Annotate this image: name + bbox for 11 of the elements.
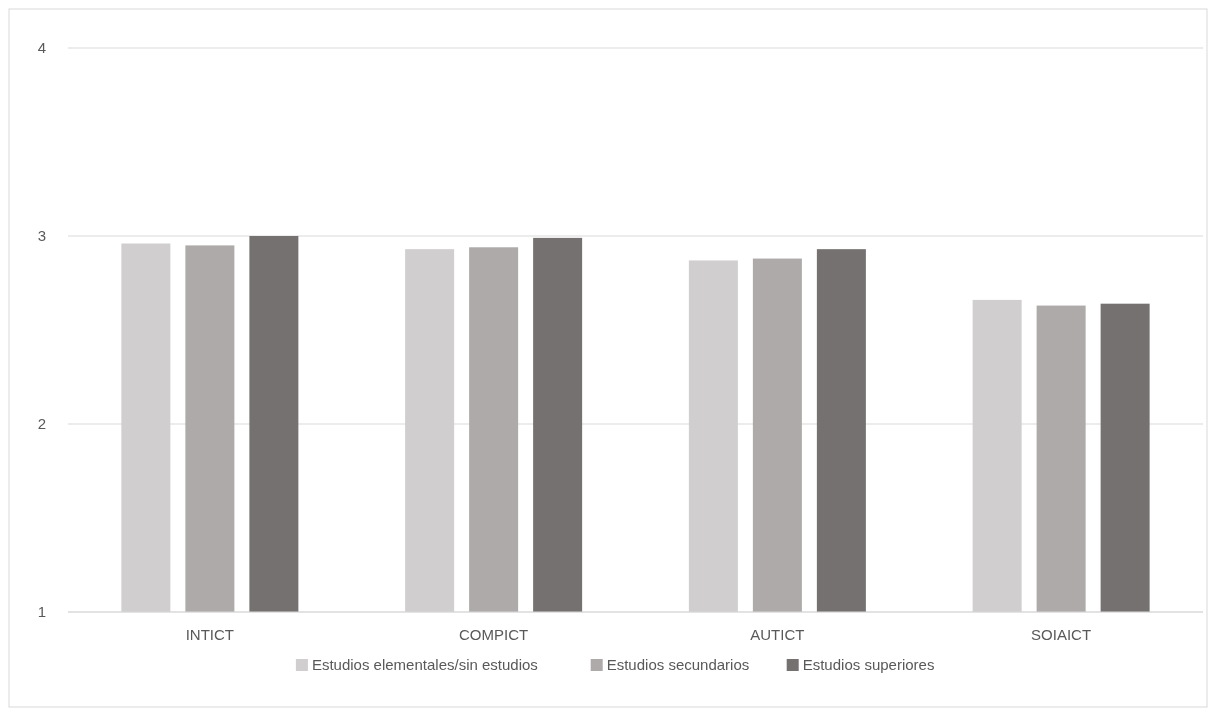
y-tick-label: 2 — [37, 415, 46, 433]
y-tick-label: 1 — [37, 603, 46, 621]
legend-label: Estudios elementales/sin estudios — [311, 656, 538, 673]
y-tick-label: 3 — [37, 227, 46, 245]
legend-label: Estudios superiores — [802, 656, 935, 673]
y-tick-label: 4 — [37, 39, 46, 57]
x-tick-label: AUTICT — [750, 626, 805, 643]
x-tick-label: COMPICT — [459, 626, 529, 643]
legend-label: Estudios secundarios — [606, 656, 750, 673]
x-tick-label: SOIAICT — [1031, 626, 1092, 643]
x-tick-label: INTICT — [185, 626, 235, 643]
